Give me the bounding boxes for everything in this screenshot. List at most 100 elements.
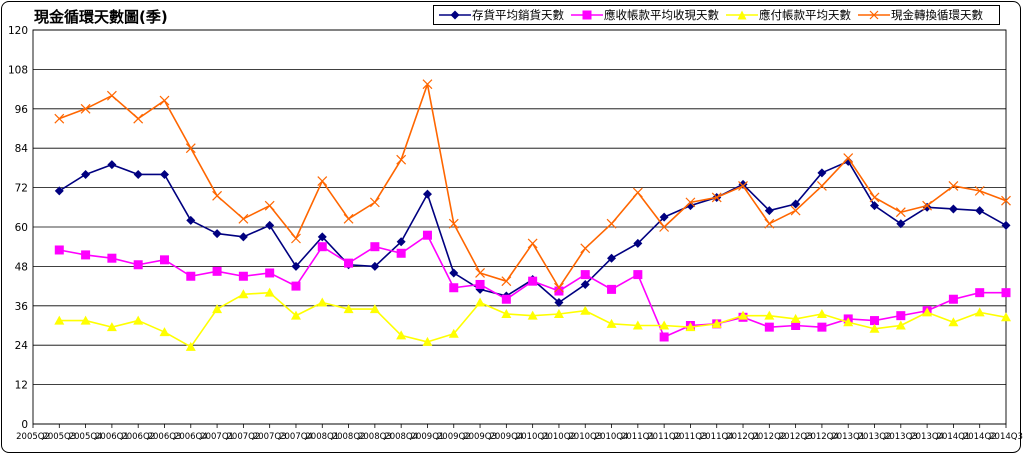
point-cash-cycle-days-2006Q2 [133,113,144,124]
x-tick-label-2007Q3: 2007Q3 [253,432,287,442]
chart-legend: 存貨平均銷貨天數 應收帳款平均收現天數 應付帳款平均天數 現金轉換循環天數 [433,5,1000,25]
legend-item-cash-cycle-days: 現金轉換循環天數 [857,7,983,23]
x-tick-label-2012Q4: 2012Q4 [805,432,839,442]
point-cash-cycle-days-2007Q1 [212,190,223,201]
point-receivable-days-2007Q2 [238,271,248,281]
point-inventory-days-2010Q4 [607,253,617,263]
point-receivable-days-2006Q2 [133,260,143,270]
point-receivable-days-2012Q2 [764,322,774,332]
point-cash-cycle-days-2008Q2 [343,213,354,224]
x-tick-label-2008Q3: 2008Q3 [358,432,392,442]
point-receivable-days-2010Q3 [580,270,590,280]
y-tick-label-96: 96 [15,104,29,116]
x-tick-label-2008Q2: 2008Q2 [332,432,366,442]
point-inventory-days-2013Q4 [922,202,932,212]
point-receivable-days-2014Q1 [948,294,958,304]
point-payable-days-2011Q2 [659,320,670,330]
point-receivable-days-2012Q4 [817,322,827,332]
point-payable-days-2007Q1 [212,304,223,314]
point-cash-cycle-days-2008Q1 [317,176,328,186]
point-receivable-days-2010Q4 [607,284,617,294]
x-tick-label-2007Q4: 2007Q4 [279,432,313,442]
y-tick-label-84: 84 [15,143,29,155]
point-cash-cycle-days-2012Q4 [816,181,827,191]
point-inventory-days-2009Q1 [422,189,432,199]
point-payable-days-2012Q4 [816,309,827,319]
point-receivable-days-2005Q3 [54,245,64,255]
legend-label-receivable-days: 應收帳款平均收現天數 [604,8,719,22]
point-cash-cycle-days-2013Q2 [869,192,880,203]
chart-title: 現金循環天數圖(季) [34,8,168,26]
point-cash-cycle-days-2009Q3 [475,268,485,278]
point-cash-cycle-days-2008Q4 [396,154,407,165]
point-payable-days-2014Q2 [974,307,985,317]
point-cash-cycle-days-2012Q3 [790,205,801,216]
x-tick-label-2011Q2: 2011Q2 [647,432,681,442]
y-tick-label-12: 12 [15,380,28,392]
point-receivable-days-2009Q1 [422,230,432,240]
legend-swatch-receivable-days [571,10,603,20]
x-tick-label-2005Q4: 2005Q4 [69,432,103,442]
legend-swatch-inventory-days [439,10,471,20]
point-cash-cycle-days-2006Q3 [159,95,170,106]
point-receivable-days-2011Q1 [633,270,643,280]
point-inventory-days-2010Q3 [580,279,590,289]
x-tick-label-2011Q4: 2011Q4 [700,432,734,442]
point-payable-days-2006Q1 [106,322,117,332]
point-receivable-days-2008Q2 [344,258,354,268]
point-receivable-days-2006Q1 [107,253,117,263]
point-cash-cycle-days-2009Q1 [422,79,433,90]
point-payable-days-2010Q4 [606,318,617,328]
point-receivable-days-2007Q3 [265,268,275,278]
point-payable-days-2009Q4 [501,309,512,319]
point-receivable-days-2006Q4 [186,271,196,281]
point-receivable-days-2008Q1 [317,242,327,252]
point-cash-cycle-days-2011Q3 [685,197,696,208]
x-tick-label-2013Q4: 2013Q4 [910,432,944,442]
point-receivable-days-2013Q3 [896,311,906,321]
point-cash-cycle-days-2014Q2 [974,185,985,196]
point-payable-days-2006Q2 [133,315,144,325]
point-receivable-days-2009Q2 [449,283,459,293]
point-cash-cycle-days-2007Q2 [238,213,249,224]
point-payable-days-2013Q3 [895,320,906,330]
point-cash-cycle-days-2012Q1 [738,181,748,191]
point-receivable-days-2007Q1 [212,266,222,276]
point-payable-days-2012Q1 [738,310,749,320]
point-inventory-days-2013Q3 [896,219,906,229]
x-tick-label-2006Q2: 2006Q2 [121,432,155,442]
point-cash-cycle-days-2011Q1 [632,187,643,198]
y-tick-label-0: 0 [21,419,28,431]
point-cash-cycle-days-2012Q2 [764,218,775,229]
x-tick-label-2010Q2: 2010Q2 [542,432,576,442]
y-tick-label-108: 108 [8,64,28,76]
legend-item-inventory-days: 存貨平均銷貨天數 [438,7,564,23]
x-tick-label-2009Q4: 2009Q4 [489,432,523,442]
x-tick-label-2009Q1: 2009Q1 [411,432,445,442]
x-tick-label-2005Q3: 2005Q3 [42,432,76,442]
x-tick-label-2014Q3: 2014Q3 [989,432,1023,442]
point-receivable-days-2010Q2 [554,286,564,296]
x-tick-label-2014Q1: 2014Q1 [937,432,971,442]
point-payable-days-2014Q3 [1001,312,1011,322]
point-inventory-days-2010Q2 [554,298,564,308]
x-tick-label-2007Q1: 2007Q1 [200,432,234,442]
point-cash-cycle-days-2010Q3 [580,243,591,254]
point-receivable-days-2009Q4 [501,294,511,304]
x-tick-label-2010Q1: 2010Q1 [516,432,550,442]
point-payable-days-2013Q1 [843,317,854,327]
point-inventory-days-2014Q1 [948,204,958,214]
point-payable-days-2007Q3 [264,287,275,297]
legend-label-inventory-days: 存貨平均銷貨天數 [472,8,564,22]
point-cash-cycle-days-2007Q4 [291,233,301,244]
point-payable-days-2013Q4 [922,307,933,317]
point-receivable-days-2008Q3 [370,242,380,252]
point-inventory-days-2012Q4 [817,168,827,178]
point-payable-days-2005Q3 [54,315,65,325]
x-tick-label-2006Q1: 2006Q1 [95,432,129,442]
point-inventory-days-2008Q1 [317,232,327,242]
x-tick-label-2008Q4: 2008Q4 [384,432,418,442]
point-payable-days-2007Q4 [290,310,301,320]
point-inventory-days-2012Q2 [764,206,774,216]
